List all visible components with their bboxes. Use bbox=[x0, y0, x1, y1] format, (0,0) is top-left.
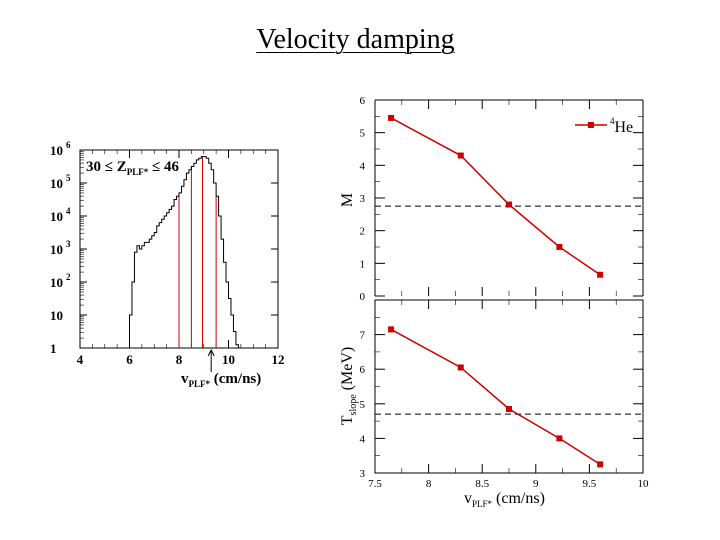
temperature-points bbox=[388, 326, 604, 468]
histogram-y-tick-label: 10 2 bbox=[50, 272, 71, 290]
temperature-x-label: vPLF* (cm/ns) bbox=[464, 490, 545, 509]
temperature-y-tick-label: 7 bbox=[360, 330, 366, 342]
temperature-y-tick-label: 4 bbox=[360, 433, 366, 445]
multiplicity-y-tick-label: 5 bbox=[360, 128, 366, 140]
histogram-x-tick-label: 4 bbox=[77, 352, 84, 367]
temperature-x-tick-label: 10 bbox=[638, 478, 650, 490]
annotation-main: 30 ≤ Z bbox=[86, 159, 127, 175]
ylabel-subscript: slope bbox=[348, 394, 359, 416]
temperature-data-point bbox=[506, 405, 512, 412]
histogram-x-tick-label: 10 bbox=[222, 352, 235, 367]
xlabel-main: v bbox=[464, 490, 472, 507]
temperature-data-point bbox=[457, 364, 464, 371]
histogram-y-tick-label: 10 5 bbox=[50, 173, 71, 191]
histogram-annotation: 30 ≤ ZPLF* ≤ 46 bbox=[86, 159, 179, 177]
temperature-series-line bbox=[390, 328, 601, 465]
ylabel-tail: (MeV) bbox=[339, 347, 356, 395]
multiplicity-series-line bbox=[390, 117, 601, 276]
histogram-y-tick-label: 10 bbox=[50, 308, 63, 323]
multiplicity-y-label: M bbox=[339, 193, 356, 207]
temperature-data-point bbox=[597, 461, 604, 468]
multiplicity-y-ticks: 0 1 2 3 4 5 6 bbox=[360, 95, 643, 303]
xlabel-subscript: PLF* bbox=[472, 499, 493, 509]
multiplicity-data-point bbox=[388, 114, 395, 121]
xlabel-main: v bbox=[181, 371, 189, 387]
legend-superscript: 4 bbox=[610, 116, 615, 126]
xlabel-subscript: PLF* bbox=[189, 379, 211, 389]
temperature-y-ticks: 3 4 5 6 7 bbox=[360, 316, 643, 480]
legend-label: 4He bbox=[610, 116, 633, 136]
multiplicity-points bbox=[388, 114, 604, 278]
multiplicity-y-tick-label: 4 bbox=[360, 160, 366, 172]
multiplicity-data-point bbox=[457, 152, 464, 159]
temperature-data-point bbox=[556, 435, 563, 442]
xlabel-tail: (cm/ns) bbox=[210, 371, 261, 387]
multiplicity-data-point bbox=[597, 271, 604, 278]
temperature-y-tick-label: 6 bbox=[360, 364, 366, 376]
temperature-x-tick-label: 7.5 bbox=[368, 478, 382, 490]
histogram-y-tick-label: 10 6 bbox=[50, 140, 71, 158]
temperature-x-ticks: 7.5 8 8.5 9 9.5 10 bbox=[368, 300, 649, 490]
multiplicity-y-tick-label: 0 bbox=[360, 291, 366, 303]
multiplicity-data-point bbox=[506, 201, 512, 208]
histogram-y-tick-label: 10 4 bbox=[50, 206, 71, 224]
temperature-panel: 3 4 5 6 7 7.5 8 8.5 9 9.5 10 Tslope (MeV) vPLF* (… bbox=[339, 299, 649, 509]
temperature-y-tick-label: 5 bbox=[360, 399, 366, 411]
arrow-head bbox=[207, 348, 215, 357]
histogram-x-tick-label: 12 bbox=[272, 352, 285, 367]
ylabel-main: T bbox=[339, 415, 356, 425]
multiplicity-x-ticks bbox=[374, 100, 644, 296]
legend-marker bbox=[588, 122, 594, 128]
temperature-data-point bbox=[388, 326, 395, 333]
histogram-cut-lines bbox=[178, 156, 217, 348]
histogram-y-tick-label: 1 bbox=[50, 341, 57, 356]
histogram-x-ticks: 4 6 8 10 12 bbox=[77, 150, 285, 367]
multiplicity-data-point bbox=[556, 244, 563, 250]
multiplicity-y-tick-label: 1 bbox=[360, 258, 366, 270]
temperature-y-tick-label: 3 bbox=[360, 468, 366, 480]
histogram-y-tick-label: 10 3 bbox=[50, 239, 71, 257]
histogram-x-tick-label: 8 bbox=[176, 352, 183, 367]
temperature-y-label: Tslope (MeV) bbox=[339, 347, 359, 425]
temperature-frame bbox=[374, 299, 644, 474]
multiplicity-y-tick-label: 2 bbox=[360, 226, 366, 238]
temperature-x-tick-label: 8.5 bbox=[475, 478, 489, 490]
annotation-tail: ≤ 46 bbox=[148, 159, 179, 175]
histogram-x-tick-label: 6 bbox=[126, 352, 133, 367]
multiplicity-y-tick-label: 3 bbox=[360, 193, 366, 205]
multiplicity-y-tick-label: 6 bbox=[360, 95, 366, 107]
temperature-x-tick-label: 9.5 bbox=[583, 478, 597, 490]
histogram-x-label: vPLF* (cm/ns) bbox=[181, 371, 261, 389]
annotation-subscript: PLF* bbox=[127, 167, 149, 177]
xlabel-tail: (cm/ns) bbox=[492, 490, 545, 507]
temperature-x-tick-label: 9 bbox=[533, 478, 539, 490]
histogram-step-line bbox=[129, 156, 239, 348]
slide-title: Velocity damping bbox=[256, 24, 455, 55]
legend: 4He bbox=[575, 116, 633, 136]
legend-text: He bbox=[615, 119, 634, 136]
histogram-arrow bbox=[207, 348, 215, 372]
temperature-x-tick-label: 8 bbox=[426, 478, 432, 490]
